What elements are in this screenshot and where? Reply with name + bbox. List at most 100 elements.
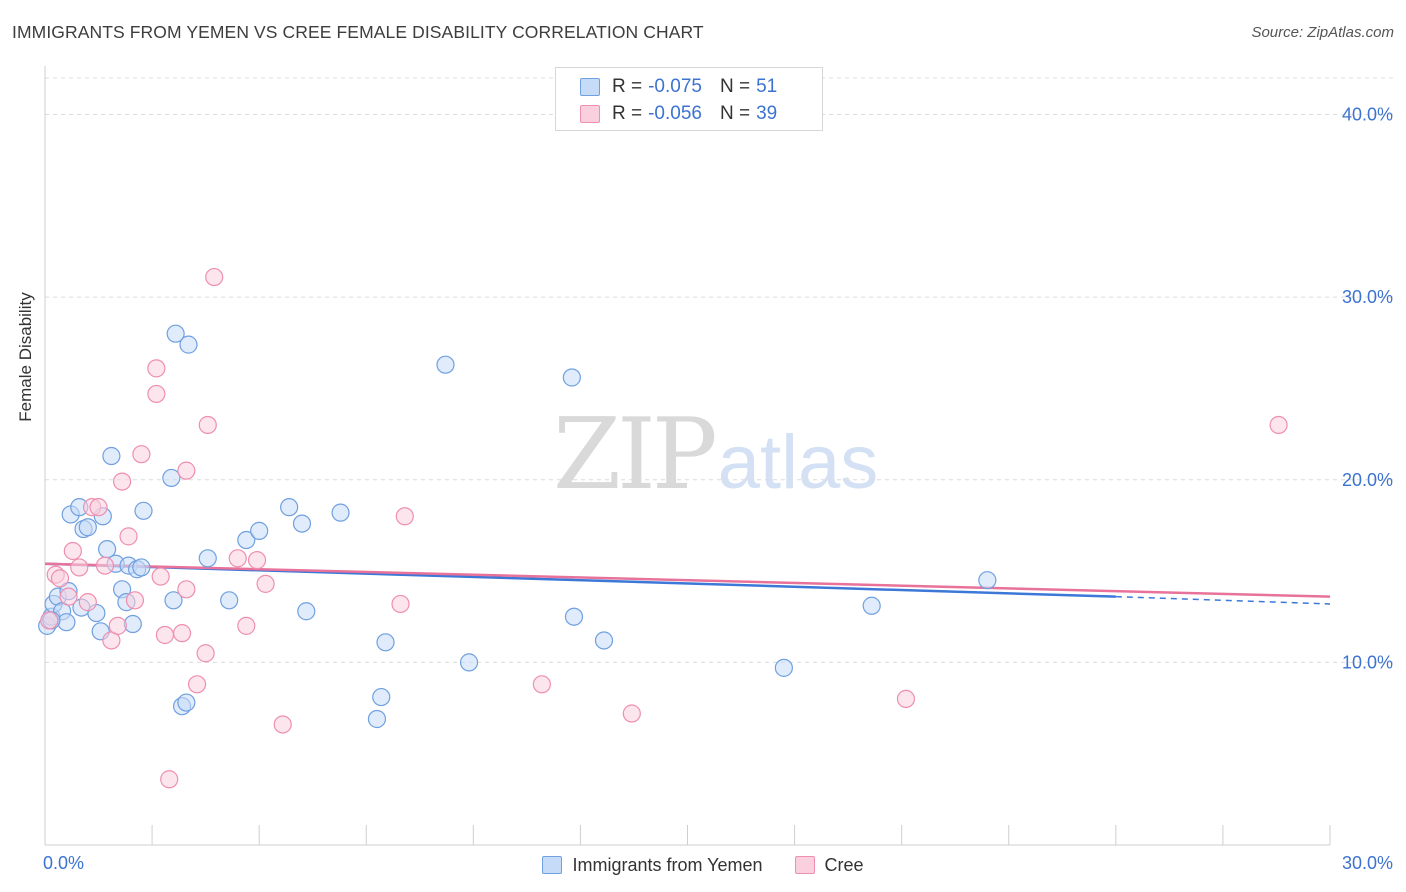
series-legend-cree[interactable]: Cree bbox=[794, 854, 864, 876]
point-yemen bbox=[132, 558, 151, 577]
y-tick-label: 40.0% bbox=[1342, 105, 1393, 125]
legend-r-label: R = bbox=[612, 103, 643, 124]
axes bbox=[44, 66, 1331, 846]
tick-labels: 10.0% 20.0% 30.0% 40.0% 0.0% 30.0% bbox=[43, 105, 1393, 873]
point-yemen bbox=[280, 498, 299, 517]
legend-swatch-cree bbox=[580, 105, 600, 123]
legend-swatch-yemen bbox=[580, 78, 600, 96]
point-yemen bbox=[78, 518, 97, 537]
y-tick-label: 10.0% bbox=[1342, 652, 1393, 672]
point-cree bbox=[205, 267, 224, 287]
y-axis-title: Female Disability bbox=[16, 292, 35, 422]
point-yemen bbox=[564, 607, 584, 626]
point-cree bbox=[247, 551, 267, 570]
point-cree bbox=[395, 507, 414, 526]
watermark: ZIPatlas bbox=[553, 398, 878, 512]
point-yemen bbox=[376, 633, 395, 652]
legend-r-label: R = bbox=[612, 76, 643, 97]
series-label-yemen: Immigrants from Yemen bbox=[572, 854, 763, 875]
correlation-legend: R = -0.075 N = 51 R = -0.056 N = 39 bbox=[555, 67, 823, 131]
point-cree bbox=[228, 549, 247, 568]
point-yemen bbox=[774, 658, 793, 677]
point-yemen bbox=[164, 591, 183, 610]
point-cree bbox=[147, 384, 166, 404]
point-cree bbox=[160, 770, 179, 789]
series-legend: Immigrants from Yemen Cree bbox=[0, 852, 1406, 878]
point-cree bbox=[896, 689, 916, 709]
point-yemen bbox=[459, 653, 479, 672]
point-yemen bbox=[102, 446, 121, 466]
point-yemen bbox=[57, 613, 76, 632]
legend-n-label: N = bbox=[719, 76, 751, 97]
point-yemen bbox=[978, 571, 997, 590]
point-yemen bbox=[179, 335, 198, 354]
point-cree bbox=[108, 616, 127, 635]
series-label-cree: Cree bbox=[824, 854, 864, 875]
point-yemen bbox=[250, 521, 269, 540]
point-yemen bbox=[177, 693, 196, 712]
point-cree bbox=[59, 587, 78, 606]
point-cree bbox=[40, 611, 59, 630]
point-cree bbox=[177, 461, 196, 480]
legend-n-value: 39 bbox=[756, 103, 778, 124]
point-cree bbox=[256, 574, 275, 593]
legend-r-value: -0.075 bbox=[648, 76, 702, 97]
point-yemen bbox=[331, 503, 350, 522]
point-cree bbox=[237, 616, 256, 635]
point-yemen bbox=[594, 631, 614, 650]
point-yemen bbox=[436, 355, 455, 374]
series-swatch-cree bbox=[794, 856, 815, 874]
point-cree bbox=[50, 569, 70, 588]
grid-lines bbox=[45, 77, 1395, 663]
point-cree bbox=[95, 556, 115, 575]
point-cree bbox=[187, 675, 207, 694]
trend-line-cree bbox=[44, 562, 1331, 598]
legend-n-value: 51 bbox=[756, 76, 778, 97]
point-cree bbox=[63, 541, 82, 561]
legend-row-cree: R = -0.056 N = 39 bbox=[580, 101, 777, 127]
point-cree bbox=[151, 567, 170, 586]
point-cree bbox=[147, 359, 166, 378]
point-yemen bbox=[162, 468, 181, 488]
chart-title: IMMIGRANTS FROM YEMEN VS CREE FEMALE DIS… bbox=[12, 22, 704, 42]
series-legend-yemen[interactable]: Immigrants from Yemen bbox=[542, 854, 763, 876]
point-yemen bbox=[297, 602, 316, 621]
point-yemen bbox=[562, 368, 581, 387]
point-cree bbox=[532, 675, 551, 694]
legend-n-label: N = bbox=[719, 103, 751, 124]
watermark-zip: ZIP bbox=[553, 398, 718, 512]
point-yemen bbox=[862, 596, 881, 615]
point-cree bbox=[198, 415, 217, 435]
point-yemen bbox=[123, 614, 142, 634]
watermark-atlas: atlas bbox=[717, 420, 879, 505]
series-swatch-yemen bbox=[542, 856, 563, 874]
point-yemen bbox=[198, 549, 217, 568]
point-cree bbox=[119, 527, 138, 546]
point-yemen bbox=[367, 709, 387, 729]
trend-lines bbox=[44, 562, 1331, 605]
point-cree bbox=[172, 624, 192, 643]
y-tick-label: 30.0% bbox=[1342, 287, 1393, 307]
point-yemen bbox=[372, 687, 391, 707]
point-cree bbox=[112, 472, 132, 491]
legend-r-value: -0.056 bbox=[648, 103, 702, 124]
point-cree bbox=[273, 715, 292, 734]
trend-line-yemen-extension bbox=[1115, 595, 1331, 605]
point-cree bbox=[132, 445, 151, 464]
point-cree bbox=[391, 594, 410, 614]
point-cree bbox=[125, 591, 145, 610]
y-tick-label: 20.0% bbox=[1342, 470, 1393, 490]
point-yemen bbox=[237, 530, 256, 550]
point-cree bbox=[196, 644, 215, 663]
point-cree bbox=[70, 558, 89, 577]
point-cree bbox=[89, 498, 108, 517]
point-yemen bbox=[134, 501, 153, 520]
point-yemen bbox=[220, 591, 239, 610]
legend-row-yemen: R = -0.075 N = 51 bbox=[580, 74, 777, 100]
x-tick-label: 0.0% bbox=[43, 853, 84, 873]
point-cree bbox=[622, 704, 641, 723]
point-yemen bbox=[292, 514, 312, 533]
point-cree bbox=[1269, 415, 1288, 435]
x-tick-label: 30.0% bbox=[1342, 853, 1393, 873]
